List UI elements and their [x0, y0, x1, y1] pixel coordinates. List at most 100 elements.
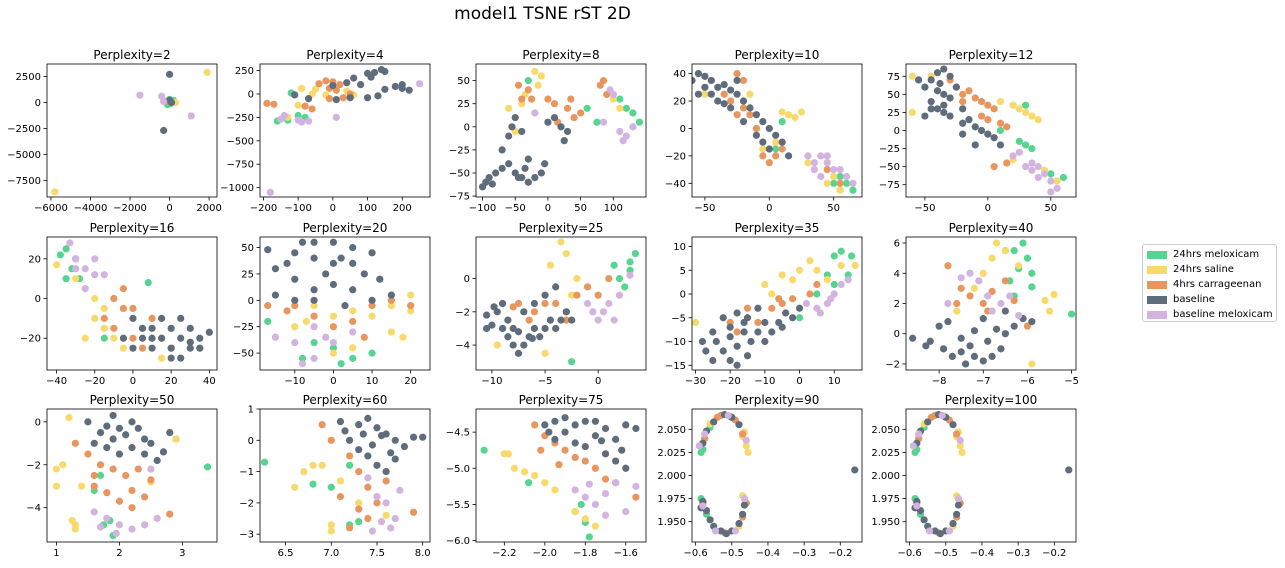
data-point [368, 249, 376, 257]
data-point [759, 138, 767, 146]
x-tick-label: −4000 [74, 203, 108, 214]
markers [692, 247, 859, 369]
data-point [768, 304, 776, 312]
data-point [504, 333, 512, 341]
y-tick-label: 2.050 [871, 425, 900, 436]
y-tick-label: 25 [457, 99, 470, 110]
data-point [927, 105, 935, 113]
y-tick-label: 2.000 [871, 471, 900, 482]
data-point [581, 493, 589, 501]
data-point [52, 465, 61, 473]
legend-swatch [1147, 295, 1167, 304]
y-tick-label: 2.000 [657, 471, 686, 482]
data-point [956, 436, 964, 445]
data-point [594, 291, 602, 299]
data-point [1047, 188, 1055, 196]
data-point [733, 76, 741, 85]
data-point [138, 324, 147, 332]
x-tick-label: 50 [1044, 203, 1057, 214]
data-point [115, 521, 124, 529]
data-point [291, 296, 299, 304]
data-point [984, 101, 992, 109]
data-point [629, 123, 637, 131]
data-point [373, 461, 381, 469]
data-point [759, 145, 767, 153]
data-point [504, 316, 512, 324]
data-point [977, 112, 986, 120]
data-point [96, 428, 105, 437]
data-point [541, 160, 549, 168]
data-point [128, 444, 136, 452]
plot-frame [475, 236, 647, 371]
data-point [325, 95, 333, 103]
data-point [551, 486, 559, 494]
data-point [810, 165, 818, 174]
data-point [263, 99, 271, 107]
data-point [606, 86, 614, 94]
data-point [591, 464, 600, 472]
data-point [975, 277, 983, 285]
data-point [327, 483, 335, 491]
data-point [387, 296, 395, 304]
data-point [110, 294, 118, 303]
data-point [744, 448, 752, 457]
data-point [349, 354, 357, 362]
data-point [626, 271, 634, 279]
data-point [530, 308, 539, 316]
data-point [806, 257, 814, 265]
markers [52, 239, 213, 362]
x-tick-label: −0.5 [720, 548, 744, 559]
data-point [775, 295, 783, 303]
x-tick-label: 0 [766, 203, 772, 214]
data-point [726, 333, 734, 341]
data-point [837, 280, 845, 289]
data-point [953, 299, 961, 308]
data-point [851, 261, 859, 270]
data-point [537, 446, 545, 454]
data-point [746, 111, 754, 119]
data-point [563, 127, 572, 136]
data-point [979, 315, 987, 323]
x-tick-label: −2.0 [533, 548, 557, 559]
data-point [629, 109, 637, 117]
data-point [508, 123, 516, 131]
data-point [970, 327, 979, 335]
data-point [944, 318, 952, 326]
data-point [830, 280, 838, 289]
data-point [583, 104, 591, 112]
data-point [531, 421, 539, 429]
data-point [498, 299, 507, 308]
data-point [706, 516, 714, 524]
data-point [1028, 318, 1036, 326]
x-tick-label: −7 [976, 376, 991, 387]
data-point [984, 337, 992, 345]
markers [908, 65, 1068, 196]
data-point [563, 104, 572, 112]
data-point [731, 527, 740, 535]
data-point [806, 290, 814, 298]
data-point [490, 303, 498, 311]
plot-frame [259, 408, 431, 543]
data-point [759, 152, 767, 160]
data-point [988, 352, 996, 360]
data-point [583, 299, 592, 308]
data-point [778, 117, 786, 126]
data-point [601, 424, 610, 433]
data-point [329, 323, 338, 331]
subplot-title: Perplexity=20 [303, 221, 388, 235]
data-point [294, 101, 302, 109]
data-point [349, 317, 357, 326]
data-point [407, 302, 415, 310]
y-tick-label: −2500 [7, 124, 41, 135]
data-point [505, 160, 513, 168]
data-point [341, 302, 349, 310]
data-point [694, 69, 703, 78]
data-point [336, 493, 345, 501]
data-point [376, 275, 384, 283]
y-tick-label: 20 [673, 97, 686, 108]
data-point [488, 180, 496, 188]
subplot: Perplexity=25 −10 −5 0 0 −2 −4 [455, 221, 647, 387]
data-point [304, 117, 313, 125]
subplot-title: Perplexity=8 [522, 48, 599, 62]
data-point [701, 430, 709, 438]
